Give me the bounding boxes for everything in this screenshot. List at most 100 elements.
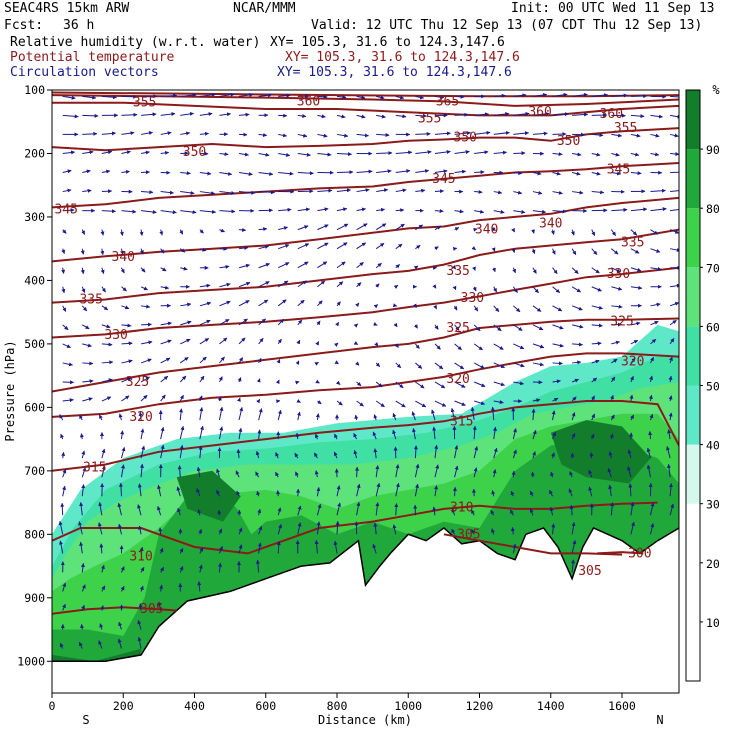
- circulation-vector: [180, 190, 195, 195]
- circulation-vector: [532, 190, 543, 195]
- circulation-vector: [297, 261, 309, 269]
- circulation-vector: [648, 431, 653, 440]
- theta-contour-335: [52, 228, 679, 304]
- circulation-vector: [278, 207, 292, 212]
- circulation-vector: [219, 190, 236, 195]
- circulation-vector: [630, 521, 635, 535]
- circulation-vector: [552, 431, 556, 440]
- circulation-vector: [81, 584, 86, 592]
- circulation-vector: [137, 636, 142, 649]
- circulation-vector: [434, 131, 451, 136]
- circulation-vector: [513, 171, 523, 176]
- circulation-vector: [256, 490, 261, 497]
- circulation-vector: [431, 409, 436, 421]
- circulation-vector: [650, 248, 661, 253]
- circulation-vector: [532, 305, 542, 312]
- circulation-vector: [630, 339, 639, 345]
- circulation-vector: [395, 114, 407, 119]
- circulation-vector: [62, 150, 76, 155]
- circulation-vector: [571, 396, 577, 402]
- circulation-vector: [650, 356, 655, 364]
- circulation-vector: [80, 563, 85, 573]
- circulation-vector: [297, 133, 308, 138]
- circulation-vector: [160, 190, 174, 195]
- circulation-vector: [118, 621, 123, 630]
- circulation-vector: [650, 338, 657, 345]
- circulation-vector: [199, 171, 212, 176]
- circulation-vector: [393, 284, 399, 289]
- circulation-vector: [297, 299, 305, 307]
- circulation-vector: [138, 411, 143, 421]
- circulation-vector: [434, 169, 448, 174]
- circulation-vector: [177, 465, 182, 478]
- circulation-vector: [79, 502, 84, 516]
- circulation-vector: [219, 318, 230, 326]
- circulation-vector: [62, 114, 79, 119]
- circulation-vector: [219, 228, 225, 233]
- circulation-vector: [491, 227, 496, 231]
- circulation-vector: [218, 546, 223, 554]
- circulation-vector: [62, 469, 67, 478]
- circulation-vector: [375, 223, 387, 231]
- circulation-vector: [433, 304, 437, 310]
- circulation-vector: [81, 286, 86, 293]
- circulation-vector: [473, 381, 486, 387]
- circulation-vector: [258, 262, 270, 269]
- circulation-vector: [415, 131, 431, 136]
- circulation-vector: [432, 426, 437, 440]
- circulation-vector: [297, 505, 302, 516]
- circulation-vector: [432, 506, 437, 516]
- circulation-vector: [375, 381, 383, 388]
- circulation-vector: [98, 414, 103, 421]
- circulation-vector: [434, 444, 439, 459]
- circulation-vector: [179, 444, 184, 459]
- circulation-vector: [493, 150, 507, 155]
- circulation-vector: [313, 452, 318, 459]
- circulation-vector: [412, 428, 416, 440]
- circulation-vector: [101, 189, 113, 194]
- circulation-vector: [356, 381, 362, 387]
- circulation-vector: [79, 541, 84, 554]
- circulation-vector: [591, 171, 601, 176]
- circulation-vector: [356, 223, 368, 231]
- circulation-vector: [570, 229, 575, 236]
- circulation-vector: [199, 229, 204, 234]
- circulation-vector: [454, 343, 462, 351]
- circulation-vector: [353, 432, 358, 440]
- circulation-vector: [238, 112, 250, 117]
- circulation-vector: [392, 524, 397, 535]
- theta-contour-365: [52, 91, 679, 98]
- circulation-vector: [571, 267, 579, 274]
- circulation-vector: [415, 381, 425, 389]
- theta-label: 310: [450, 501, 473, 516]
- circulation-vector: [588, 469, 593, 478]
- theta-label: 310: [129, 550, 152, 565]
- circulation-vector: [255, 559, 260, 573]
- circulation-vector: [472, 286, 477, 292]
- circulation-vector: [569, 471, 574, 478]
- circulation-vector: [572, 190, 584, 195]
- circulation-vector: [336, 485, 341, 497]
- circulation-vector: [58, 520, 64, 535]
- circulation-vector: [454, 381, 466, 388]
- circulation-vector: [120, 566, 125, 573]
- circulation-vector: [317, 400, 322, 405]
- y-tick-label: 800: [24, 527, 45, 541]
- circulation-vector: [219, 356, 225, 364]
- circulation-vector: [491, 528, 495, 535]
- circulation-vector: [258, 408, 263, 421]
- circulation-vector: [141, 190, 154, 195]
- circulation-vector: [434, 225, 442, 231]
- circulation-vector: [235, 470, 240, 478]
- circulation-vector: [610, 414, 615, 421]
- x-tick-label: 1000: [394, 699, 422, 713]
- circulation-vector: [513, 305, 521, 313]
- circulation-vector: [611, 133, 623, 138]
- circulation-vector: [100, 229, 105, 236]
- y-tick-label: 700: [24, 464, 45, 478]
- circulation-vector: [101, 95, 117, 100]
- circulation-vector: [197, 581, 202, 592]
- circulation-vector: [278, 244, 290, 250]
- circulation-vector: [121, 169, 130, 174]
- theta-label: 365: [436, 94, 459, 109]
